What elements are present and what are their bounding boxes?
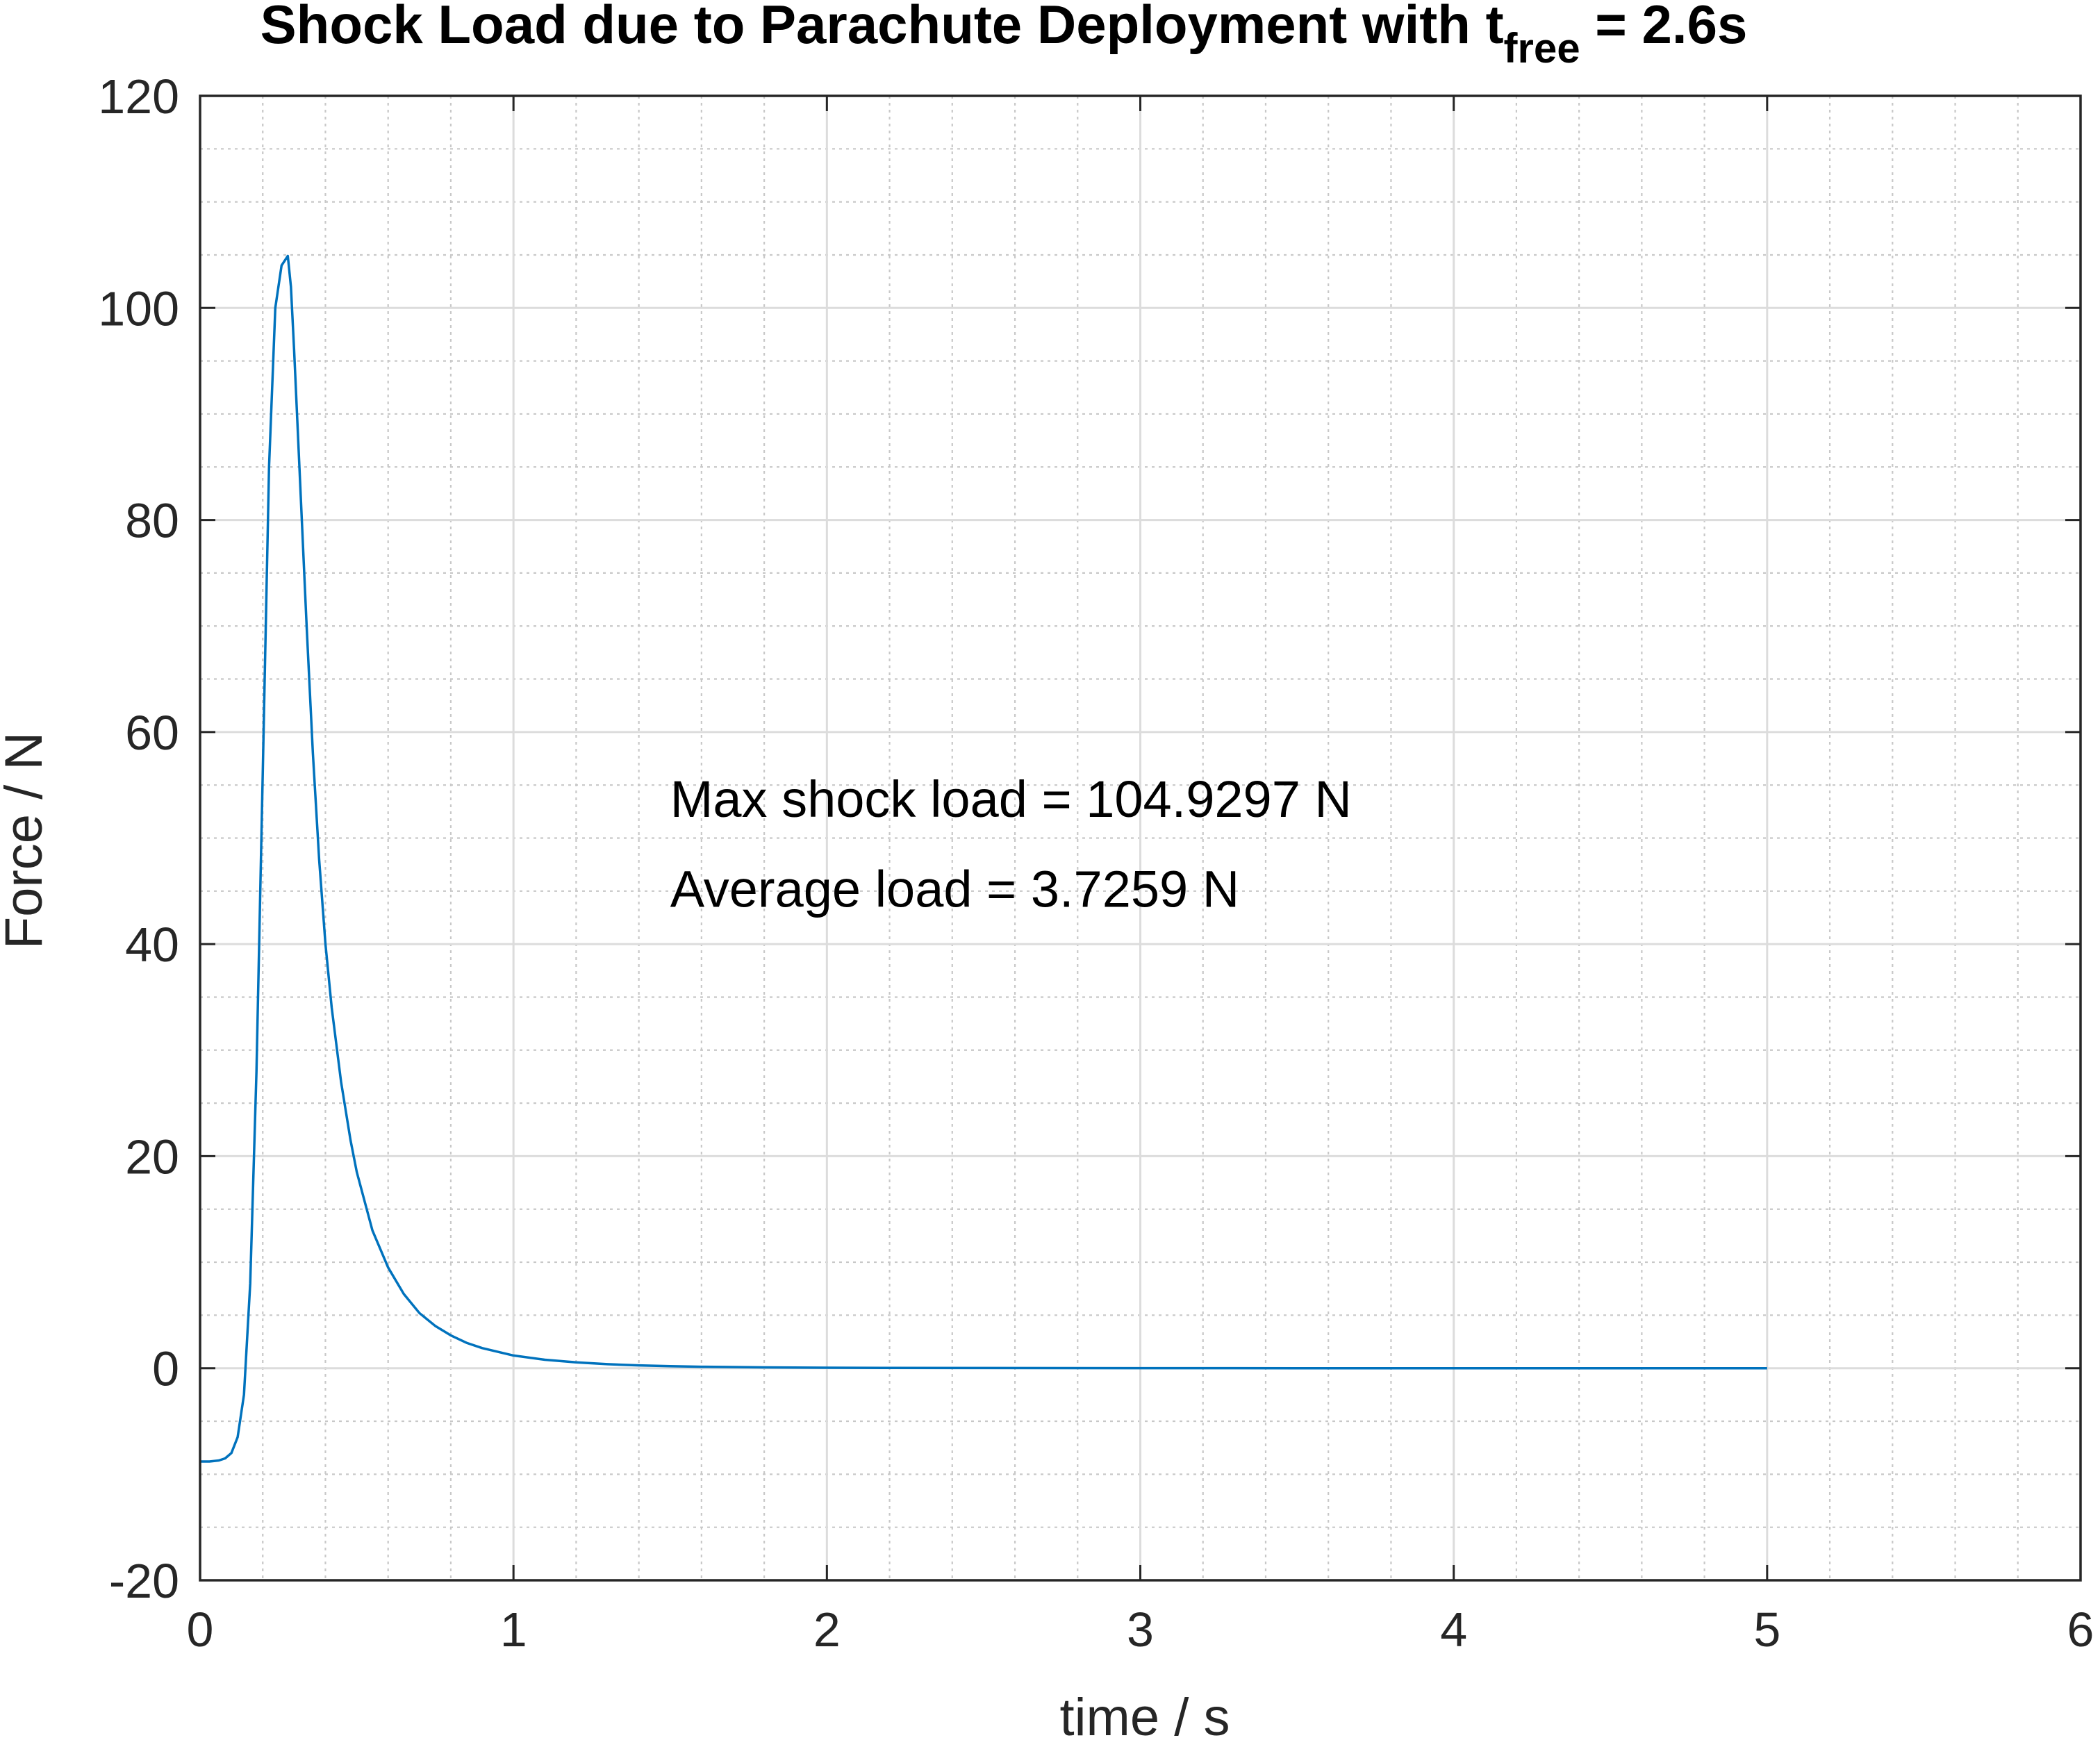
annotation-max-shock-load: Max shock load = 104.9297 N <box>670 770 1352 828</box>
x-tick-label: 5 <box>1753 1603 1780 1657</box>
annotation-average-load: Average load = 3.7259 N <box>670 861 1239 918</box>
x-tick-label: 3 <box>1127 1603 1154 1657</box>
series-line <box>200 254 1767 1463</box>
y-tick-label: -20 <box>109 1554 179 1608</box>
series-layer <box>200 254 1767 1463</box>
title-suffix: = 2.6s <box>1580 0 1748 55</box>
title-subscript: free <box>1504 25 1580 72</box>
x-tick-labels: 0 1 2 3 4 5 6 <box>187 1603 2094 1657</box>
y-tick-label: 100 <box>98 281 179 336</box>
chart-title: Shock Load due to Parachute Deployment w… <box>261 0 1748 72</box>
x-tick-label: 0 <box>187 1603 214 1657</box>
x-tick-label: 4 <box>1440 1603 1467 1657</box>
y-tick-label: 80 <box>125 494 179 548</box>
y-axis-label: Force / N <box>0 732 53 950</box>
y-tick-labels: -20 0 20 40 60 80 100 120 <box>98 69 179 1608</box>
title-main: Shock Load due to Parachute Deployment w… <box>261 0 1504 55</box>
y-tick-label: 60 <box>125 706 179 760</box>
x-tick-label: 1 <box>500 1603 527 1657</box>
tick-marks <box>199 94 2082 1582</box>
y-tick-label: 40 <box>125 918 179 972</box>
x-tick-label: 2 <box>813 1603 841 1657</box>
y-tick-label: 120 <box>98 69 179 124</box>
x-axis-label: time / s <box>1060 1688 1230 1747</box>
y-tick-label: 0 <box>152 1342 179 1396</box>
y-tick-label: 20 <box>125 1129 179 1184</box>
x-tick-label: 6 <box>2067 1603 2094 1657</box>
